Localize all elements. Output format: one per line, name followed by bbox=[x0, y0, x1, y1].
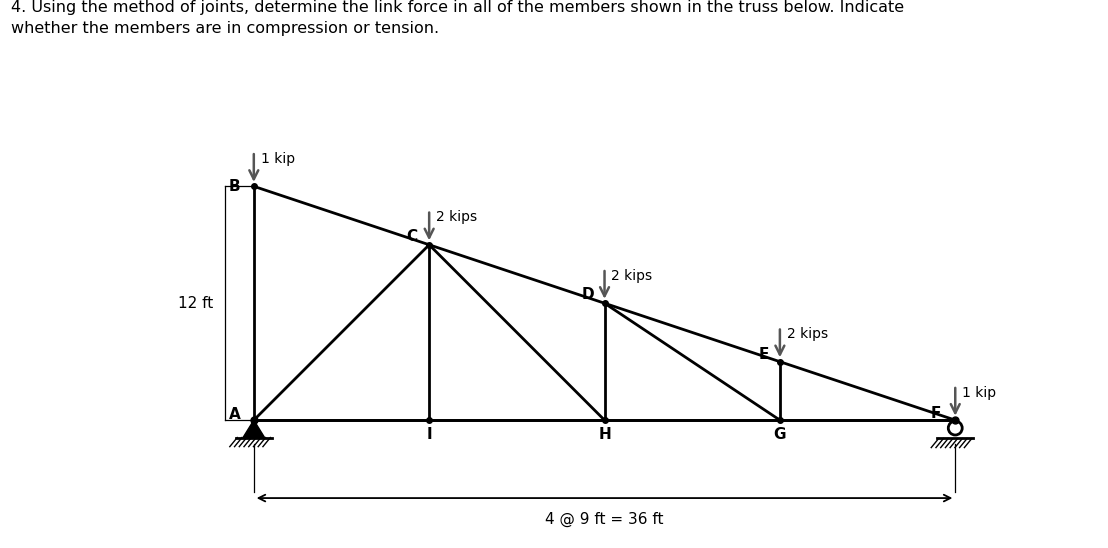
Text: 1 kip: 1 kip bbox=[260, 152, 295, 166]
Text: H: H bbox=[598, 427, 611, 442]
Text: 2 kips: 2 kips bbox=[435, 210, 478, 225]
Text: G: G bbox=[773, 427, 787, 442]
Text: I: I bbox=[427, 427, 432, 442]
Text: 1 kip: 1 kip bbox=[962, 386, 996, 400]
Text: D: D bbox=[582, 287, 594, 302]
Text: 4 @ 9 ft = 36 ft: 4 @ 9 ft = 36 ft bbox=[545, 512, 664, 527]
Text: 12 ft: 12 ft bbox=[177, 296, 213, 311]
Text: 2 kips: 2 kips bbox=[612, 269, 653, 283]
Text: F: F bbox=[931, 406, 941, 421]
Text: E: E bbox=[758, 347, 769, 362]
Text: A: A bbox=[228, 407, 240, 422]
Text: B: B bbox=[228, 179, 240, 194]
Text: C: C bbox=[406, 229, 418, 243]
Polygon shape bbox=[243, 420, 265, 437]
Text: 4. Using the method of joints, determine the link force in all of the members sh: 4. Using the method of joints, determine… bbox=[11, 0, 904, 36]
Text: 2 kips: 2 kips bbox=[787, 327, 828, 341]
